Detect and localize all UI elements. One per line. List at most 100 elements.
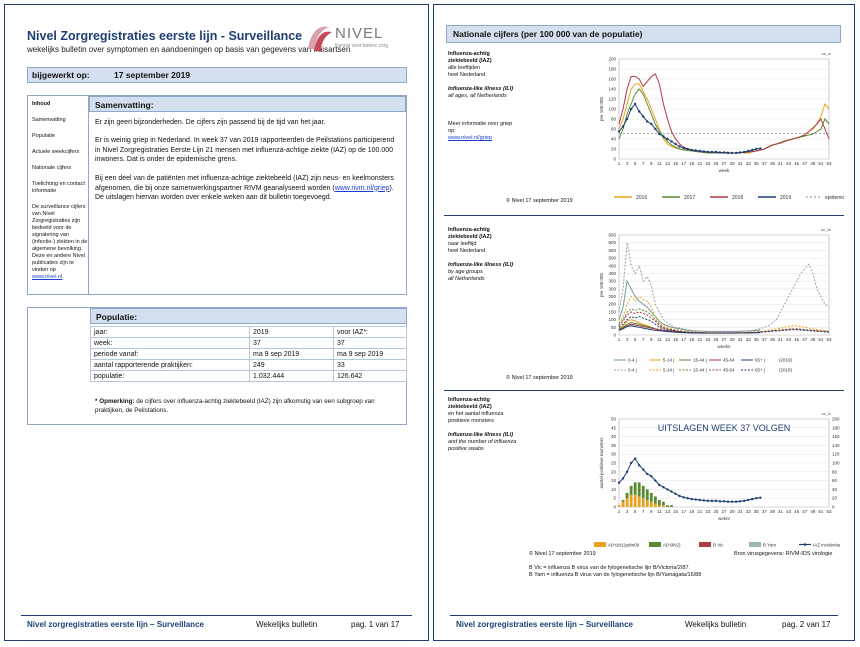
x-tick-label: 29 [730,337,736,342]
x-tick-label: 51 [818,509,824,514]
data-point [702,499,706,502]
data-point [633,457,637,460]
data-point [621,477,625,480]
table-row: populatie: 1.032.444 126.642 [90,370,407,382]
data-point [755,147,758,151]
x-tick-label: 41 [778,337,784,342]
y-tick-label: 60 [611,127,617,132]
x-tick-label: 11 [657,161,662,166]
data-point [690,497,693,501]
legend-label: 0-4 j [628,368,637,373]
table-row: week: 37 37 [90,337,407,349]
y-right-tick-label: 100 [832,461,840,466]
data-point [650,122,653,126]
x-tick-label: 21 [697,509,703,514]
y-tick-label: 400 [608,271,616,276]
data-point [682,146,685,150]
toc-item[interactable]: Toelichting en contact informatie [32,181,85,194]
data-point [678,494,681,498]
data-point [730,151,734,155]
x-tick-label: 7 [642,161,645,166]
data-point [682,496,685,499]
bar [637,482,641,497]
x-tick-label: 3 [626,161,629,166]
toc-item[interactable]: Samenvatting [32,117,66,123]
legend-label: 2019 [780,195,791,201]
data-point [642,468,645,471]
x-tick-label: 9 [650,337,653,342]
data-point [617,130,621,133]
x-tick-label: 5 [634,161,637,166]
y-right-tick-label: 0 [832,505,835,510]
data-point [698,498,701,502]
data-point [654,127,657,131]
x-axis-label: weekn [717,344,731,349]
y-tick-label: 0 [613,157,616,162]
series-line [618,315,830,334]
x-tick-label: 1 [618,161,621,166]
nivel-link[interactable]: www.nivel.nl [32,274,63,280]
series-line [618,73,830,154]
legend-label: 15-44 j [693,358,707,363]
bar [621,501,625,507]
summary-section: Samenvatting: Er zijn geen bijzonderhede… [89,95,407,295]
x-tick-label: 39 [770,509,776,514]
population-section: Populatie: jaar: 2019 voor IAZ*: week: 37 37… [27,307,407,425]
data-point [726,500,730,503]
x-tick-label: 47 [802,509,808,514]
legend-label: 2016 [636,195,647,201]
x-tick-label: 25 [713,337,719,342]
data-point [742,150,746,154]
legend-label: 65+ j [755,368,765,373]
bulletin-subtitle: wekelijks bulletin over symptomen en aan… [27,45,351,54]
population-note: * Opmerking: de cijfers over influenza-a… [95,398,375,414]
bar [625,498,629,507]
legend-label: (2019) [779,358,793,363]
toc-heading: Inhoud [32,101,51,107]
nivel-logo: NIVEL Kennis voor betere zorg [305,21,405,55]
y-tick-label: 120 [608,97,616,102]
toc-item[interactable]: Nationale cijfers [32,165,72,171]
x-tick-label: 35 [754,337,760,342]
y-axis-label: per 100 000 [599,272,604,297]
x-tick-label: 21 [697,337,703,342]
x-tick-label: 17 [681,509,687,514]
y-right-tick-label: 180 [832,425,840,430]
x-tick-label: 53 [826,161,832,166]
x-tick-label: 21 [697,161,703,166]
x-tick-label: 7 [642,509,645,514]
x-tick-label: 33 [746,337,752,342]
x-tick-label: 31 [738,509,744,514]
table-row: jaar: 2019 voor IAZ*: [90,326,407,338]
footer-page-number: pag. 2 van 17 [782,620,831,629]
data-point [694,149,697,152]
toc-item[interactable]: Populatie [32,133,55,139]
x-tick-label: 47 [802,161,808,166]
x-tick-label: 15 [673,337,679,342]
x-tick-label: 49 [810,509,816,514]
toc-item[interactable]: Actuele weekcijfers [32,149,80,155]
data-point [730,500,734,503]
y-tick-label: 150 [608,309,616,314]
bar [621,499,625,502]
legend-label: (2018) [779,368,793,373]
legend-label: 2018 [732,195,743,201]
x-tick-label: 13 [665,161,671,166]
y-right-tick-label: 80 [832,469,838,474]
national-figures-heading: Nationale cijfers (per 100 000 van de po… [446,25,841,43]
x-tick-label: 19 [689,337,695,342]
legend-swatch [699,542,711,547]
data-point [625,470,629,473]
griep-link[interactable]: www.nivel.nl/griep [448,135,493,141]
x-tick-label: 43 [786,161,792,166]
y-right-tick-label: 140 [832,443,840,448]
x-tick-label: 11 [657,337,662,342]
data-point [625,117,629,121]
bar [657,505,661,507]
legend-label: 2017 [684,195,695,201]
data-point [637,110,641,113]
rivm-link[interactable]: www.rivm.nl/griep [334,184,390,192]
y-tick-label: 40 [611,137,617,142]
y-tick-label: 80 [611,117,617,122]
